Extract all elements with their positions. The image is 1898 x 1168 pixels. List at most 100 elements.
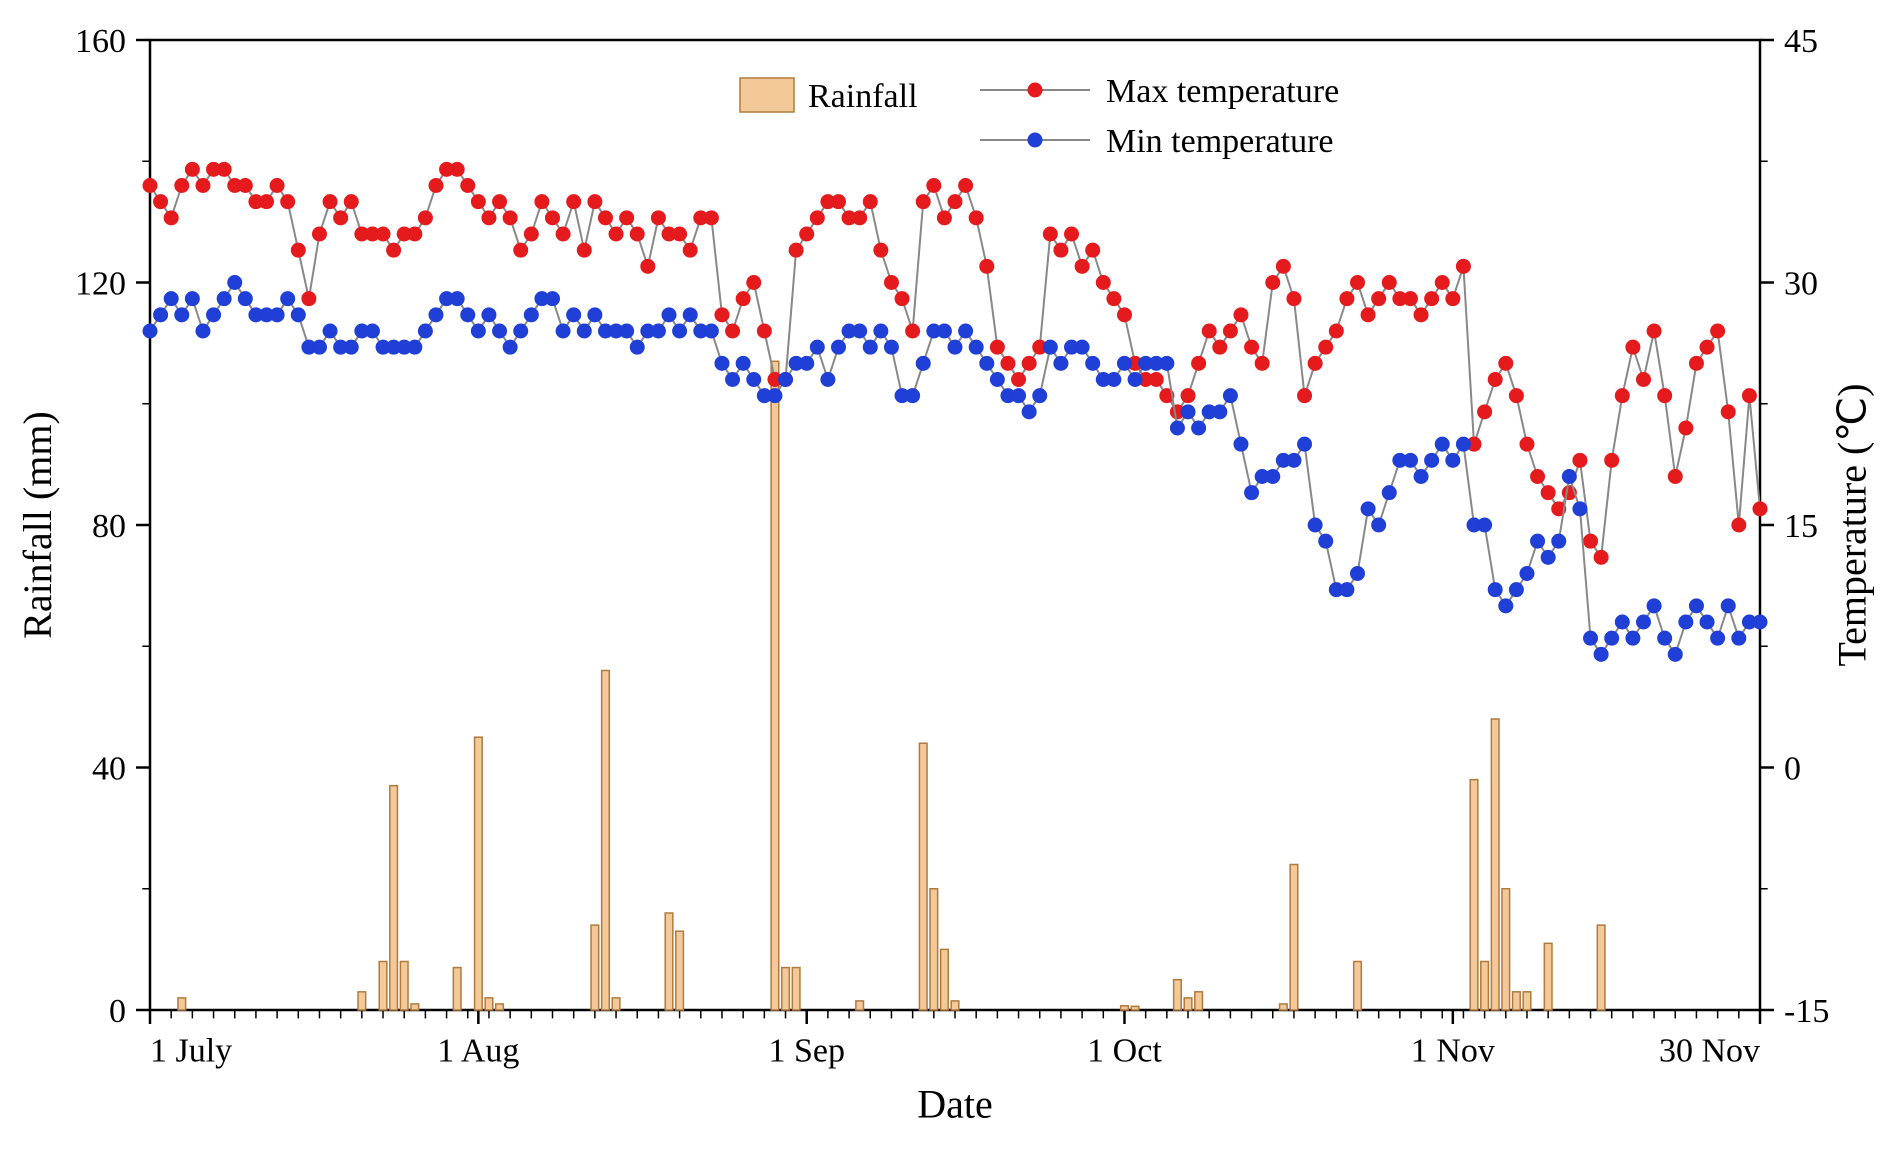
max-temp-series-marker bbox=[969, 211, 983, 225]
min-temp-series-marker bbox=[969, 340, 983, 354]
min-temp-series-marker bbox=[567, 308, 581, 322]
min-temp-series-marker bbox=[990, 373, 1004, 387]
max-temp-series-marker bbox=[1456, 259, 1470, 273]
max-temp-series-marker bbox=[1149, 373, 1163, 387]
max-temp-series-marker bbox=[906, 324, 920, 338]
min-temp-series-marker bbox=[312, 340, 326, 354]
max-temp-series-marker bbox=[715, 308, 729, 322]
min-temp-series-marker bbox=[1107, 373, 1121, 387]
max-temp-series-marker bbox=[1298, 389, 1312, 403]
min-temp-series-marker bbox=[715, 356, 729, 370]
rainfall-bar bbox=[411, 1004, 419, 1010]
max-temp-series-marker bbox=[800, 227, 814, 241]
min-temp-series-marker bbox=[1340, 583, 1354, 597]
y-left-axis-label: Rainfall (mm) bbox=[15, 411, 60, 639]
min-temp-series-marker bbox=[418, 324, 432, 338]
min-temp-series-marker bbox=[185, 292, 199, 306]
min-temp-series-marker bbox=[143, 324, 157, 338]
min-temp-series-marker bbox=[1308, 518, 1322, 532]
rainfall-bar bbox=[1502, 889, 1510, 1010]
rainfall-bar bbox=[792, 968, 800, 1010]
min-temp-series-marker bbox=[980, 356, 994, 370]
min-temp-series-marker bbox=[154, 308, 168, 322]
max-temp-series-marker bbox=[598, 211, 612, 225]
max-temp-series-marker bbox=[609, 227, 623, 241]
min-temp-series-marker bbox=[821, 373, 835, 387]
min-temp-series-marker bbox=[1647, 599, 1661, 613]
min-temp-series-marker bbox=[1234, 437, 1248, 451]
max-temp-series-marker bbox=[471, 195, 485, 209]
max-temp-series-marker bbox=[990, 340, 1004, 354]
min-temp-series-marker bbox=[1043, 340, 1057, 354]
rainfall-bar bbox=[1597, 925, 1605, 1010]
max-temp-series-marker bbox=[1340, 292, 1354, 306]
max-temp-series-marker bbox=[726, 324, 740, 338]
rainfall-bar bbox=[941, 949, 949, 1010]
min-temp-series-marker bbox=[1658, 631, 1672, 645]
rainfall-bar bbox=[602, 671, 610, 1011]
min-temp-series-marker bbox=[630, 340, 644, 354]
rainfall-bar bbox=[1544, 943, 1552, 1010]
max-temp-series-marker bbox=[535, 195, 549, 209]
min-temp-series-marker bbox=[1520, 567, 1534, 581]
min-temp-series-marker bbox=[1456, 437, 1470, 451]
min-temp-series-marker bbox=[1711, 631, 1725, 645]
chart-svg: 1 July1 Aug1 Sep1 Oct1 Nov30 NovDate0408… bbox=[0, 0, 1898, 1168]
min-temp-series-marker bbox=[1499, 599, 1513, 613]
max-temp-series-marker bbox=[1001, 356, 1015, 370]
min-temp-series-marker bbox=[662, 308, 676, 322]
max-temp-series-marker bbox=[1541, 486, 1555, 500]
min-temp-series-marker bbox=[514, 324, 528, 338]
max-temp-series-marker bbox=[704, 211, 718, 225]
min-temp-series-marker bbox=[1382, 486, 1396, 500]
min-temp-series bbox=[143, 276, 1767, 662]
rainfall-bar bbox=[676, 931, 684, 1010]
max-temp-series-marker bbox=[651, 211, 665, 225]
max-temp-series-marker bbox=[1742, 389, 1756, 403]
max-temp-series-marker bbox=[1636, 373, 1650, 387]
min-temp-series-marker bbox=[493, 324, 507, 338]
min-temp-series-marker bbox=[1605, 631, 1619, 645]
rainfall-bar bbox=[919, 743, 927, 1010]
max-temp-series-marker bbox=[683, 243, 697, 257]
max-temp-series-marker bbox=[461, 179, 475, 193]
max-temp-series-marker bbox=[1478, 405, 1492, 419]
min-temp-series-marker bbox=[1626, 631, 1640, 645]
min-temp-series-marker bbox=[228, 276, 242, 290]
max-temp-series-marker bbox=[1594, 550, 1608, 564]
min-temp-series-marker bbox=[863, 340, 877, 354]
min-temp-series-marker bbox=[207, 308, 221, 322]
max-temp-series-marker bbox=[1245, 340, 1259, 354]
rainfall-bar bbox=[782, 968, 790, 1010]
min-temp-series-marker bbox=[556, 324, 570, 338]
max-temp-series-marker bbox=[1255, 356, 1269, 370]
y-left-tick-label: 120 bbox=[75, 265, 126, 302]
legend-max-label: Max temperature bbox=[1106, 73, 1339, 110]
rainfall-bar bbox=[1121, 1006, 1129, 1010]
min-temp-series-marker bbox=[281, 292, 295, 306]
max-temp-series-marker bbox=[1117, 308, 1131, 322]
min-temp-series-marker bbox=[1012, 389, 1026, 403]
min-temp-series-marker bbox=[1266, 470, 1280, 484]
min-temp-series-marker bbox=[651, 324, 665, 338]
max-temp-series-marker bbox=[514, 243, 528, 257]
max-temp-series-marker bbox=[1414, 308, 1428, 322]
min-temp-series-marker bbox=[1245, 486, 1259, 500]
max-temp-series-marker bbox=[1012, 373, 1026, 387]
rainfall-bar bbox=[358, 992, 366, 1010]
max-temp-series-marker bbox=[1213, 340, 1227, 354]
max-temp-series-marker bbox=[1276, 259, 1290, 273]
min-temp-series-marker bbox=[1033, 389, 1047, 403]
min-temp-series-marker bbox=[1753, 615, 1767, 629]
y-left-tick-label: 160 bbox=[75, 23, 126, 60]
min-temp-series-marker bbox=[726, 373, 740, 387]
min-temp-series-marker bbox=[853, 324, 867, 338]
rainfall-bar bbox=[591, 925, 599, 1010]
y-right-tick-label: 0 bbox=[1784, 750, 1801, 787]
max-temp-series-marker bbox=[1308, 356, 1322, 370]
max-temp-series-marker bbox=[1573, 453, 1587, 467]
max-temp-series-marker bbox=[937, 211, 951, 225]
max-temp-series-marker bbox=[1266, 276, 1280, 290]
max-temp-series-marker bbox=[1022, 356, 1036, 370]
x-tick-label: 1 Aug bbox=[437, 1032, 519, 1069]
